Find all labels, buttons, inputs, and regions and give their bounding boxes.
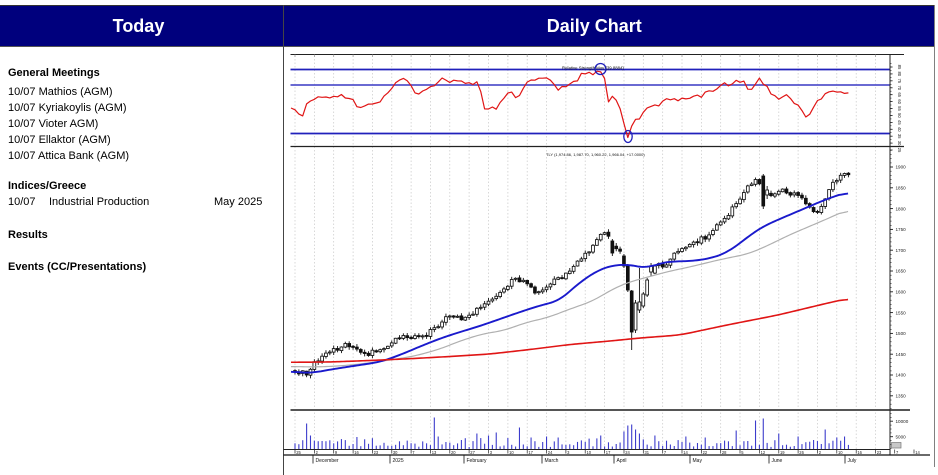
- svg-text:14: 14: [683, 450, 688, 455]
- svg-text:1700: 1700: [896, 248, 907, 253]
- svg-text:16: 16: [857, 450, 862, 455]
- svg-text:June: June: [772, 458, 783, 464]
- svg-text:3: 3: [490, 450, 493, 455]
- svg-text:26: 26: [799, 450, 804, 455]
- svg-text:TLY (1,974.86, 1,987.70, 1,960: TLY (1,974.86, 1,987.70, 1,960.22, 1,966…: [546, 152, 645, 157]
- svg-text:March: March: [545, 458, 559, 464]
- svg-text:65: 65: [897, 92, 902, 97]
- svg-text:24: 24: [548, 450, 553, 455]
- svg-text:12: 12: [761, 450, 766, 455]
- svg-text:1400: 1400: [896, 373, 907, 378]
- svg-text:55: 55: [897, 106, 902, 111]
- svg-text:25: 25: [897, 148, 902, 153]
- svg-text:30: 30: [393, 450, 398, 455]
- svg-text:16: 16: [354, 450, 359, 455]
- svg-text:10: 10: [838, 450, 843, 455]
- svg-text:1900: 1900: [896, 165, 907, 170]
- svg-text:2025: 2025: [393, 458, 404, 464]
- svg-text:45: 45: [897, 120, 902, 125]
- svg-text:17: 17: [606, 450, 611, 455]
- svg-text:23: 23: [374, 450, 379, 455]
- svg-text:80: 80: [897, 72, 902, 77]
- svg-text:28: 28: [722, 450, 727, 455]
- svg-text:10: 10: [587, 450, 592, 455]
- svg-text:April: April: [617, 458, 627, 464]
- svg-text:17: 17: [528, 450, 533, 455]
- svg-text:2: 2: [819, 450, 822, 455]
- svg-text:1450: 1450: [896, 352, 907, 357]
- svg-text:14: 14: [915, 450, 920, 455]
- svg-text:1800: 1800: [896, 206, 907, 211]
- svg-text:July: July: [848, 458, 857, 464]
- svg-text:13: 13: [432, 450, 437, 455]
- svg-text:1550: 1550: [896, 310, 907, 315]
- svg-text:February: February: [467, 458, 488, 464]
- svg-text:27: 27: [470, 450, 475, 455]
- svg-text:24: 24: [625, 450, 630, 455]
- svg-text:19: 19: [780, 450, 785, 455]
- svg-text:1600: 1600: [896, 290, 907, 295]
- svg-text:7: 7: [896, 450, 899, 455]
- svg-text:50: 50: [897, 113, 902, 118]
- svg-text:60: 60: [897, 99, 902, 104]
- svg-text:75: 75: [897, 78, 902, 83]
- svg-text:85: 85: [897, 65, 902, 70]
- svg-text:40: 40: [897, 127, 902, 132]
- svg-text:30: 30: [897, 141, 902, 146]
- svg-text:1650: 1650: [896, 269, 907, 274]
- svg-text:3: 3: [567, 450, 570, 455]
- svg-text:December: December: [316, 458, 339, 464]
- svg-text:7: 7: [412, 450, 415, 455]
- svg-text:9: 9: [335, 450, 338, 455]
- svg-text:5: 5: [741, 450, 744, 455]
- svg-text:1350: 1350: [896, 394, 907, 399]
- svg-text:Relative Strength Mov (39.8884: Relative Strength Mov (39.8884): [562, 66, 624, 71]
- svg-text:1850: 1850: [896, 186, 907, 191]
- svg-text:31: 31: [645, 450, 650, 455]
- svg-text:7: 7: [664, 450, 667, 455]
- svg-text:1500: 1500: [896, 331, 907, 336]
- svg-text:22: 22: [703, 450, 708, 455]
- svg-text:5000: 5000: [896, 435, 907, 440]
- svg-text:1750: 1750: [896, 227, 907, 232]
- svg-text:20: 20: [451, 450, 456, 455]
- svg-text:10000: 10000: [896, 419, 909, 424]
- svg-text:23: 23: [877, 450, 882, 455]
- svg-text:May: May: [693, 458, 703, 464]
- svg-text:35: 35: [897, 134, 902, 139]
- svg-text:2: 2: [316, 450, 319, 455]
- svg-text:25: 25: [296, 450, 301, 455]
- svg-text:10: 10: [509, 450, 514, 455]
- svg-text:70: 70: [897, 85, 902, 90]
